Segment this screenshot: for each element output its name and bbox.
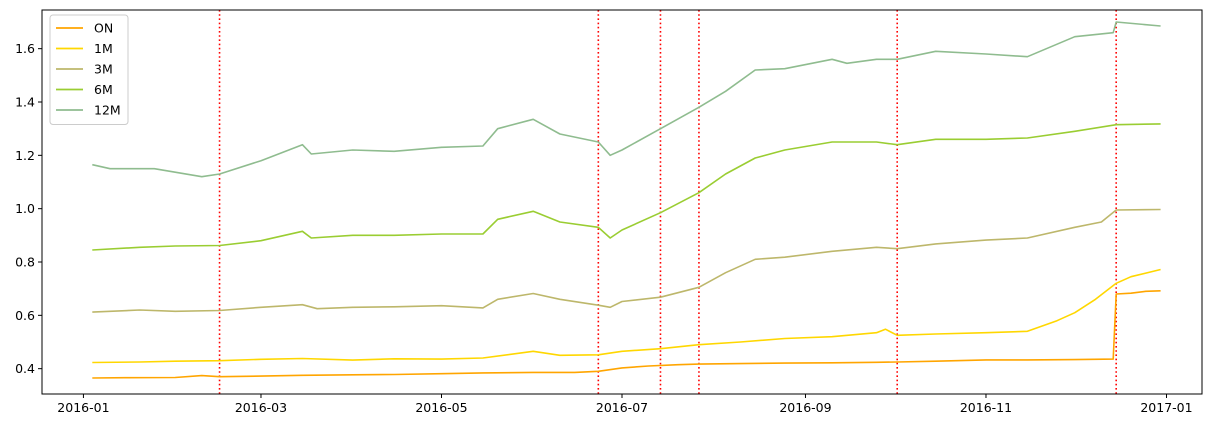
y-tick-label: 0.8 [15,255,35,270]
series-line-on [92,290,1161,379]
x-tick-label: 2016-11 [960,400,1012,415]
legend-box [49,14,129,125]
y-tick-label: 1.2 [15,148,35,163]
legend: ON 1M 3M 6M 12M [49,14,129,125]
x-tick-label: 2016-05 [415,400,467,415]
y-tick-label: 1.6 [15,41,35,56]
y-tick-label: 0.6 [15,308,35,323]
x-tick-label: 2016-09 [779,400,831,415]
y-tick-label: 1.0 [15,201,35,216]
series-line-12m [92,21,1161,178]
x-axis: 2016-01 2016-03 2016-05 2016-07 2016-09 2016-… [57,394,1193,415]
series-line-6m [92,123,1161,251]
series-line-3m [92,208,1161,313]
x-tick-label: 2016-07 [596,400,648,415]
event-markers [218,10,1117,394]
legend-label: 6M [94,82,113,97]
y-axis: 0.4 0.6 0.8 1.0 1.2 1.4 1.6 [15,41,42,376]
legend-label: ON [94,21,113,36]
y-tick-label: 1.4 [15,95,35,110]
series-lines [92,21,1161,379]
series-line-1m [92,268,1161,364]
legend-label: 3M [94,62,113,77]
legend-label: 1M [94,41,113,56]
x-tick-label: 2016-01 [57,400,109,415]
legend-label: 12M [94,103,121,118]
x-tick-label: 2017-01 [1140,400,1192,415]
x-tick-label: 2016-03 [235,400,287,415]
y-tick-label: 0.4 [15,361,35,376]
